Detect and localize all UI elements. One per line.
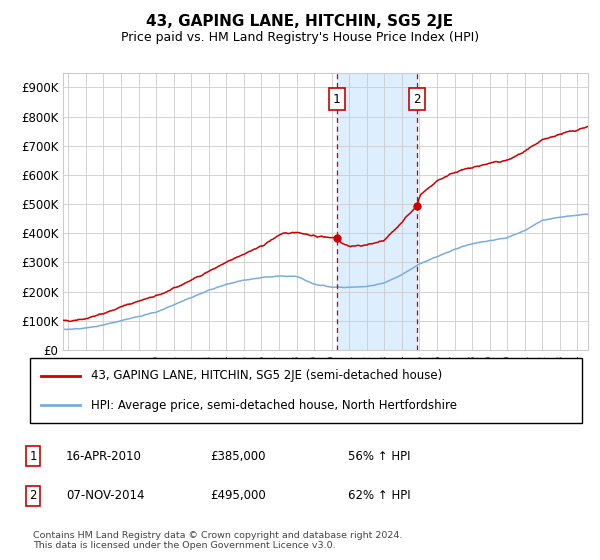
- Text: £385,000: £385,000: [210, 450, 265, 463]
- Text: 2: 2: [413, 92, 421, 106]
- Text: 62% ↑ HPI: 62% ↑ HPI: [348, 489, 410, 502]
- Text: 1: 1: [29, 450, 37, 463]
- Text: 2: 2: [29, 489, 37, 502]
- Bar: [337, 73, 417, 350]
- Text: HPI: Average price, semi-detached house, North Hertfordshire: HPI: Average price, semi-detached house,…: [91, 399, 457, 412]
- Text: £495,000: £495,000: [210, 489, 266, 502]
- Text: 56% ↑ HPI: 56% ↑ HPI: [348, 450, 410, 463]
- FancyBboxPatch shape: [30, 358, 582, 423]
- Text: 43, GAPING LANE, HITCHIN, SG5 2JE: 43, GAPING LANE, HITCHIN, SG5 2JE: [146, 14, 454, 29]
- Text: Contains HM Land Registry data © Crown copyright and database right 2024.
This d: Contains HM Land Registry data © Crown c…: [33, 530, 403, 550]
- Text: 1: 1: [333, 92, 340, 106]
- Text: Price paid vs. HM Land Registry's House Price Index (HPI): Price paid vs. HM Land Registry's House …: [121, 31, 479, 44]
- Text: 43, GAPING LANE, HITCHIN, SG5 2JE (semi-detached house): 43, GAPING LANE, HITCHIN, SG5 2JE (semi-…: [91, 369, 442, 382]
- Text: 16-APR-2010: 16-APR-2010: [66, 450, 142, 463]
- Text: 07-NOV-2014: 07-NOV-2014: [66, 489, 145, 502]
